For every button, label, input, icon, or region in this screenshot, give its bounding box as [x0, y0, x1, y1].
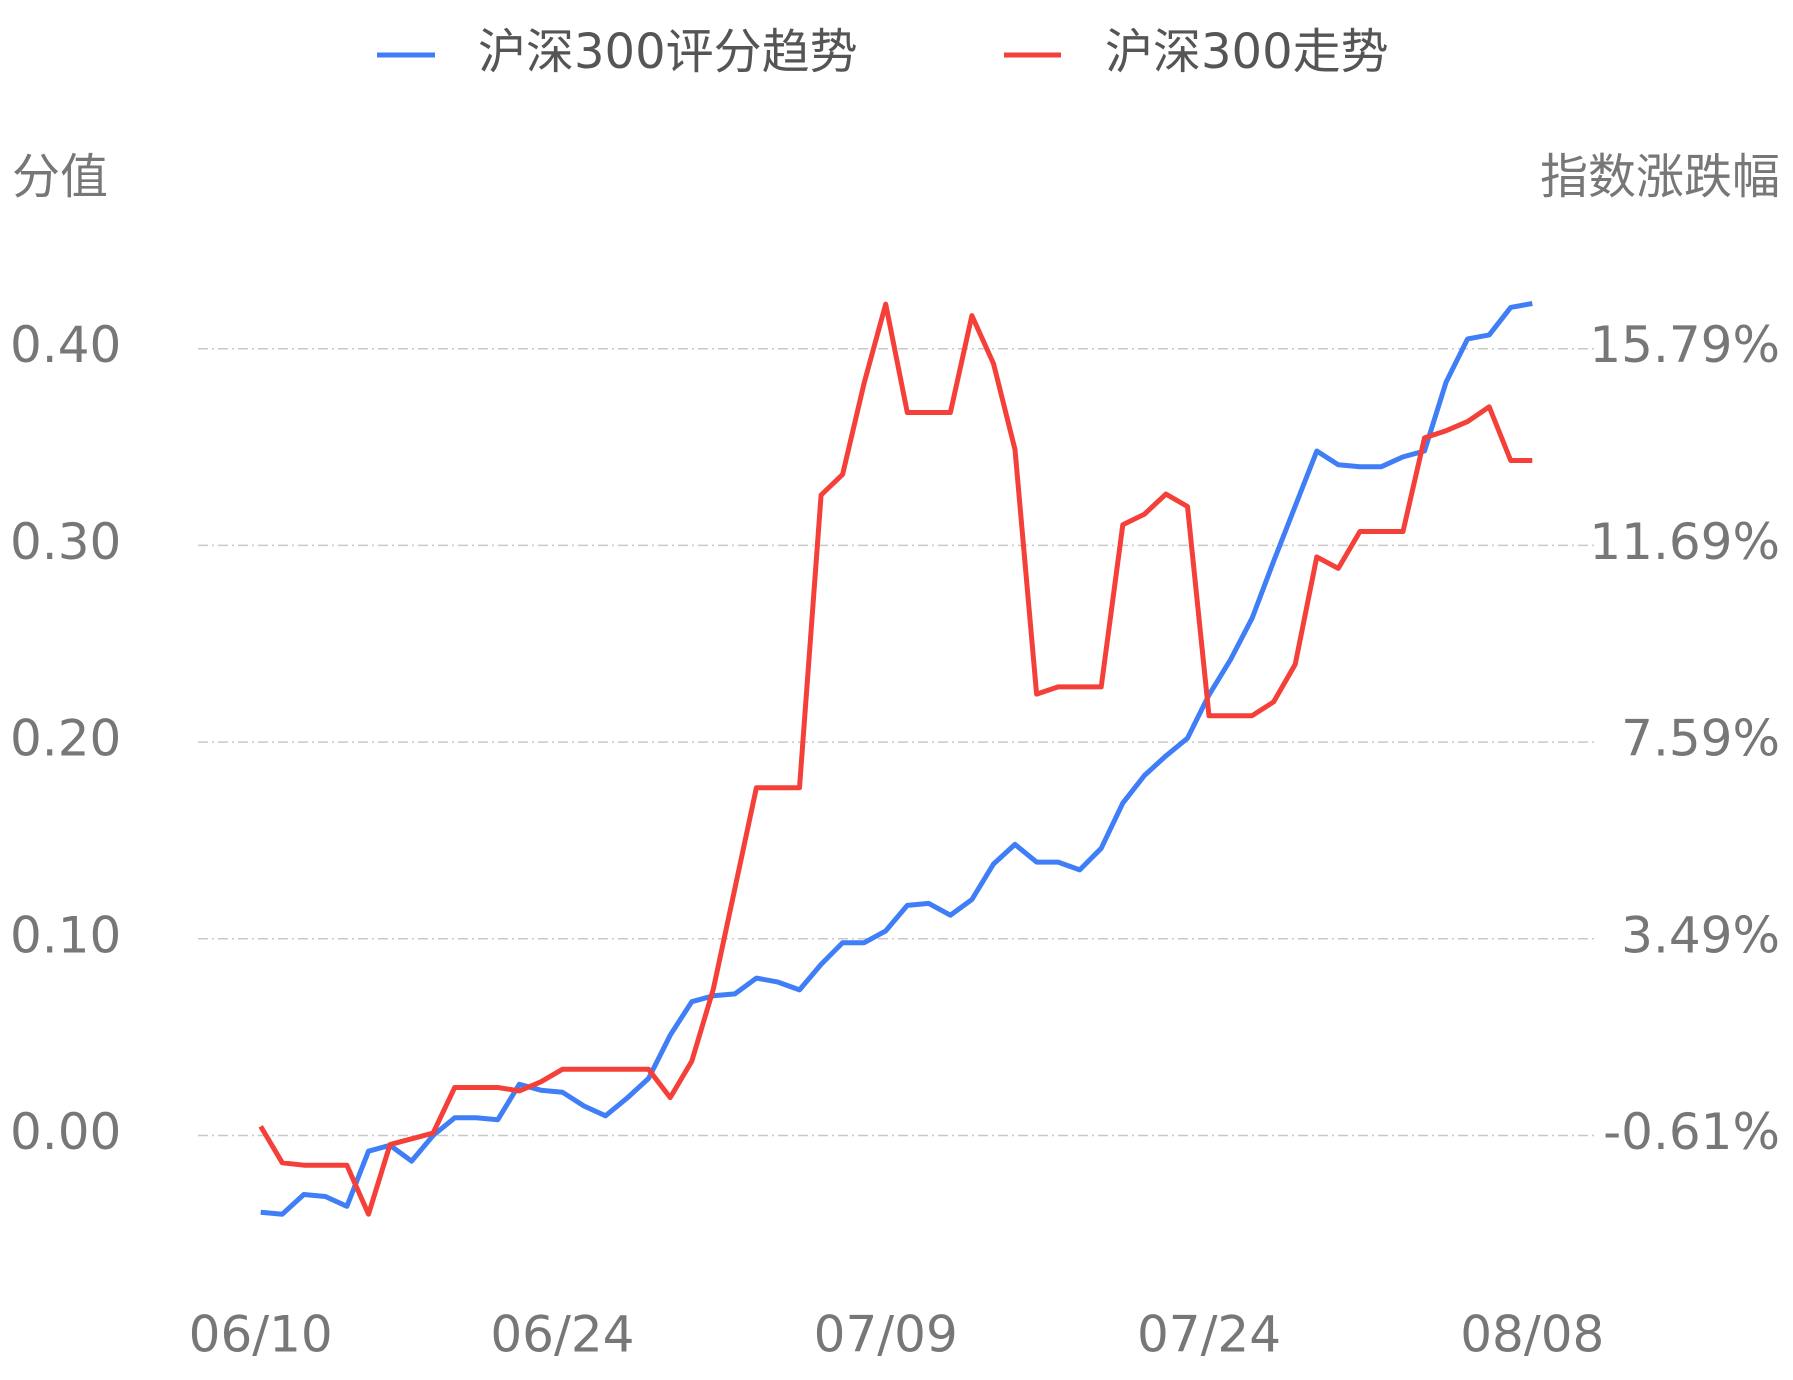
y2-axis-title: 指数涨跌幅 [1540, 149, 1780, 205]
x-tick-label: 07/09 [814, 1306, 958, 1364]
x-tick-label: 06/24 [490, 1306, 634, 1364]
y2-tick-label: 3.49% [1621, 906, 1780, 964]
x-tick-label: 07/24 [1137, 1306, 1281, 1364]
y-tick-label: 0.00 [10, 1103, 121, 1161]
y-axis-title: 分值 [12, 149, 108, 205]
legend-label: 沪深300走势 [1105, 24, 1389, 80]
y2-tick-label: 7.59% [1621, 710, 1780, 768]
x-tick-label: 06/10 [189, 1306, 333, 1364]
y-tick-label: 0.20 [10, 710, 121, 768]
y2-tick-label: 11.69% [1589, 513, 1780, 571]
y2-tick-label: -0.61% [1603, 1103, 1780, 1161]
data-line [258, 301, 1533, 1217]
y-tick-label: 0.30 [10, 513, 121, 571]
y-tick-label: 0.40 [10, 316, 121, 374]
y-tick-label: 0.10 [10, 906, 121, 964]
y2-tick-label: 15.79% [1589, 316, 1780, 374]
data-line [260, 301, 1533, 1217]
x-tick-label: 08/08 [1460, 1306, 1604, 1364]
legend-label: 沪深300评分趋势 [478, 24, 858, 80]
